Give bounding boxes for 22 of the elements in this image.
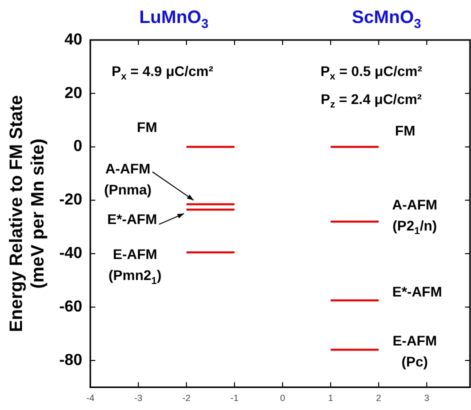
x-tick-label: 3 xyxy=(424,393,430,404)
x-tick-label: -4 xyxy=(86,393,94,404)
y-tick-label: 20 xyxy=(64,84,82,102)
annotation: E*-AFM xyxy=(107,211,158,228)
annotation: FM xyxy=(395,122,416,139)
annotation: E*-AFM xyxy=(392,284,442,300)
x-tick-label: -3 xyxy=(134,393,142,404)
annotation: A-AFM (Pnma) xyxy=(104,160,152,198)
y-tick-label: 40 xyxy=(64,31,82,48)
x-tick-label: 1 xyxy=(328,393,334,404)
y-tick-label: -60 xyxy=(59,298,82,316)
y-tick-label: -20 xyxy=(59,192,82,209)
annotation: FM xyxy=(136,118,158,135)
y-tick-label: 0 xyxy=(73,138,82,156)
y-axis-title: Energy Relative to FM State (meV per Mn site) xyxy=(6,95,48,332)
y-tick-label: -40 xyxy=(59,245,82,262)
y-tick-label: -80 xyxy=(59,352,82,369)
annotation: E-AFM (Pc) xyxy=(392,332,437,370)
x-tick-label: 2 xyxy=(376,393,382,404)
x-tick-label: -1 xyxy=(230,393,239,404)
x-tick-label: 0 xyxy=(280,393,286,404)
x-tick-label: -2 xyxy=(182,393,190,404)
